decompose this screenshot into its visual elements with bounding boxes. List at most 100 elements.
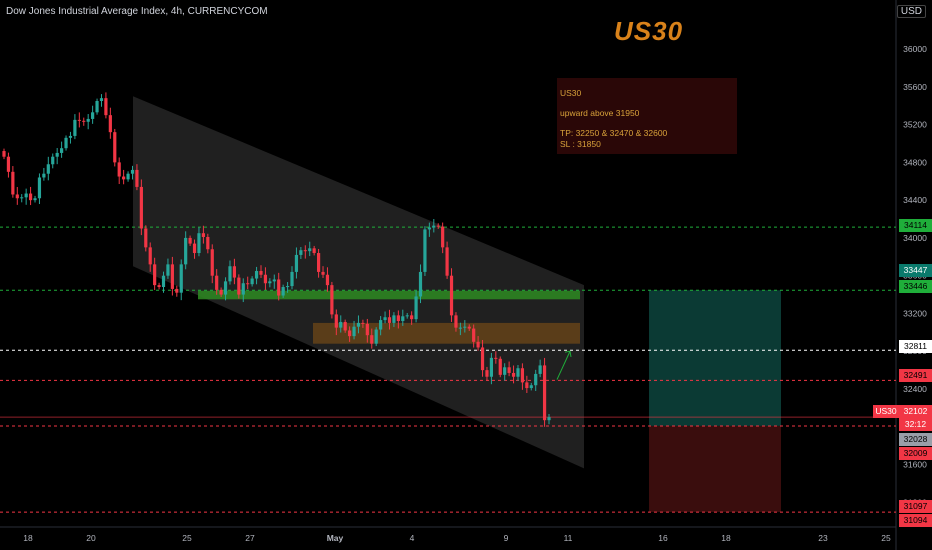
candle-body xyxy=(299,250,303,255)
candle-body xyxy=(520,368,525,383)
y-tick-label: 35200 xyxy=(903,120,927,130)
candle-body xyxy=(259,270,263,275)
candle-body xyxy=(423,229,427,272)
x-tick-label: 11 xyxy=(564,533,573,543)
candle-body xyxy=(277,279,281,296)
symbol-badge: US30 xyxy=(873,405,899,418)
candle-body xyxy=(476,341,480,348)
stop-zone xyxy=(649,425,781,513)
candle-body xyxy=(68,135,73,138)
candle-body xyxy=(427,227,431,230)
candle-body xyxy=(281,287,285,296)
countdown-label: 32:12 xyxy=(899,418,932,431)
y-tick-label: 34000 xyxy=(903,233,927,243)
candle-body xyxy=(285,286,290,288)
candle-body xyxy=(24,193,28,198)
x-tick-label: 25 xyxy=(182,533,192,543)
candle-body xyxy=(405,315,409,317)
candle-body xyxy=(445,247,449,276)
candle-body xyxy=(449,275,454,316)
candle-body xyxy=(237,277,241,295)
note-line: SL : 31850 xyxy=(560,139,601,149)
candle-body xyxy=(370,335,374,344)
x-tick-label: 18 xyxy=(23,533,33,543)
y-tick-label: 35600 xyxy=(903,82,927,92)
candle-body xyxy=(316,253,321,272)
y-tick-label: 34400 xyxy=(903,195,927,205)
last-price-label: 32102 xyxy=(899,405,932,418)
level-label-red2: 32009 xyxy=(899,447,932,460)
candle-body xyxy=(219,289,223,295)
candle-body xyxy=(254,270,259,279)
candle-body xyxy=(507,367,511,373)
candle-body xyxy=(374,329,378,344)
x-tick-label: 16 xyxy=(658,533,668,543)
y-tick-label: 34800 xyxy=(903,157,927,167)
candle-body xyxy=(148,247,152,265)
x-tick-label: 23 xyxy=(818,533,828,543)
x-tick-label: 9 xyxy=(504,533,509,543)
note-line: TP: 32250 & 32470 & 32600 xyxy=(560,128,668,138)
currency-badge[interactable]: USD xyxy=(896,5,926,18)
trade-note-box: US30 upward above 31950 TP: 32250 & 3247… xyxy=(557,78,737,154)
candle-body xyxy=(401,316,405,322)
level-label-red4: 31094 xyxy=(899,514,932,527)
level-label-red: 32491 xyxy=(899,369,932,382)
y-tick-label: 33200 xyxy=(903,308,927,318)
x-tick-label: 27 xyxy=(245,533,255,543)
candle-body xyxy=(179,264,183,293)
candle-body xyxy=(467,326,471,329)
candle-body xyxy=(436,225,440,227)
candle-body xyxy=(188,237,192,244)
support-zone xyxy=(198,290,580,300)
candle-body xyxy=(352,326,356,337)
candle-body xyxy=(348,330,352,337)
candle-body xyxy=(91,112,95,119)
candle-body xyxy=(28,193,33,201)
candle-body xyxy=(432,225,436,228)
candle-body xyxy=(241,283,245,295)
candle-body xyxy=(184,237,188,265)
candle-body xyxy=(263,274,268,284)
candle-body xyxy=(312,248,316,254)
candle-body xyxy=(95,100,99,113)
descending-channel xyxy=(133,96,584,469)
candle-body xyxy=(228,266,232,282)
candle-body xyxy=(303,250,307,252)
x-tick-label: May xyxy=(327,533,344,543)
candle-body xyxy=(86,118,90,122)
candle-body xyxy=(542,365,547,421)
candle-body xyxy=(206,236,210,250)
candle-body xyxy=(6,156,11,172)
candle-body xyxy=(489,357,493,377)
x-tick-label: 18 xyxy=(721,533,731,543)
x-tick-label: 4 xyxy=(410,533,415,543)
candle-body xyxy=(210,249,214,276)
candle-body xyxy=(414,296,418,320)
candle-body xyxy=(122,176,126,180)
level-label-white: 32811 xyxy=(899,340,932,353)
candle-body xyxy=(37,177,42,199)
candle-body xyxy=(268,281,272,284)
candle-body xyxy=(343,321,347,331)
candle-body xyxy=(392,315,396,323)
candle-body xyxy=(396,315,400,322)
candle-body xyxy=(485,370,489,377)
candle-body xyxy=(223,281,228,295)
candle-body xyxy=(153,264,157,286)
candle-body xyxy=(325,274,330,286)
candle-body xyxy=(46,164,50,174)
candle-body xyxy=(2,151,6,157)
candle-body xyxy=(135,169,139,187)
candle-body xyxy=(356,322,361,327)
candle-body xyxy=(418,271,423,297)
candle-body xyxy=(42,173,46,178)
candle-body xyxy=(494,357,498,359)
candle-body xyxy=(511,372,516,377)
candle-body xyxy=(117,162,121,177)
candle-body xyxy=(215,275,219,290)
candle-body xyxy=(379,320,383,330)
candle-body xyxy=(410,315,414,320)
candle-body xyxy=(454,315,458,328)
